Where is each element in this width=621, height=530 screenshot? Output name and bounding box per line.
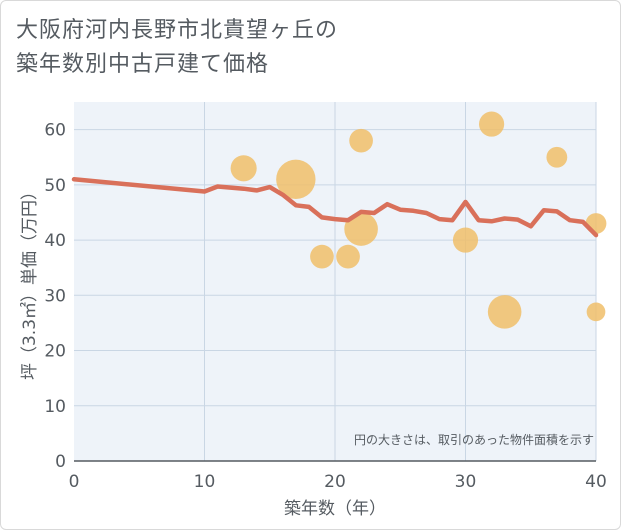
axis-ticks: 0 10 20 30 40 0 10 20 30 40 50 60 bbox=[44, 121, 606, 492]
data-bubble bbox=[336, 244, 360, 269]
data-bubble bbox=[344, 212, 378, 246]
y-tick-label: 40 bbox=[44, 231, 66, 251]
x-axis-label: 築年数（年） bbox=[284, 499, 386, 519]
x-tick-label: 40 bbox=[585, 472, 607, 492]
x-tick-label: 10 bbox=[194, 472, 216, 492]
data-bubble bbox=[310, 244, 334, 269]
chart-title: 大阪府河内長野市北貴望ヶ丘の 築年数別中古戸建て価格 bbox=[16, 14, 338, 82]
y-axis-label: 坪（3.3㎡）単価（万円） bbox=[20, 183, 40, 380]
data-bubble bbox=[230, 155, 257, 182]
data-bubble bbox=[487, 295, 522, 329]
data-bubble bbox=[586, 302, 606, 322]
data-bubble bbox=[546, 146, 568, 168]
y-tick-label: 50 bbox=[44, 176, 66, 196]
grid-lines bbox=[74, 102, 597, 462]
chart-title-line-2: 築年数別中古戸建て価格 bbox=[16, 52, 270, 77]
data-bubble bbox=[276, 159, 316, 199]
x-tick-label: 30 bbox=[455, 472, 477, 492]
bubble-size-note: 円の大きさは、取引のあった物件面積を示す bbox=[354, 432, 594, 447]
chart-title-line-1: 大阪府河内長野市北貴望ヶ丘の bbox=[16, 18, 339, 43]
y-tick-label: 0 bbox=[55, 452, 66, 472]
y-tick-label: 30 bbox=[44, 286, 66, 306]
x-tick-label: 20 bbox=[324, 472, 346, 492]
y-tick-label: 60 bbox=[44, 121, 66, 141]
data-bubble bbox=[349, 128, 373, 153]
data-bubble bbox=[452, 227, 479, 253]
trend-line bbox=[71, 177, 599, 238]
data-bubble bbox=[479, 111, 505, 137]
x-tick-label: 0 bbox=[69, 472, 80, 492]
y-tick-label: 20 bbox=[44, 342, 66, 362]
y-tick-label: 10 bbox=[44, 397, 66, 417]
bubble-series bbox=[230, 111, 607, 329]
